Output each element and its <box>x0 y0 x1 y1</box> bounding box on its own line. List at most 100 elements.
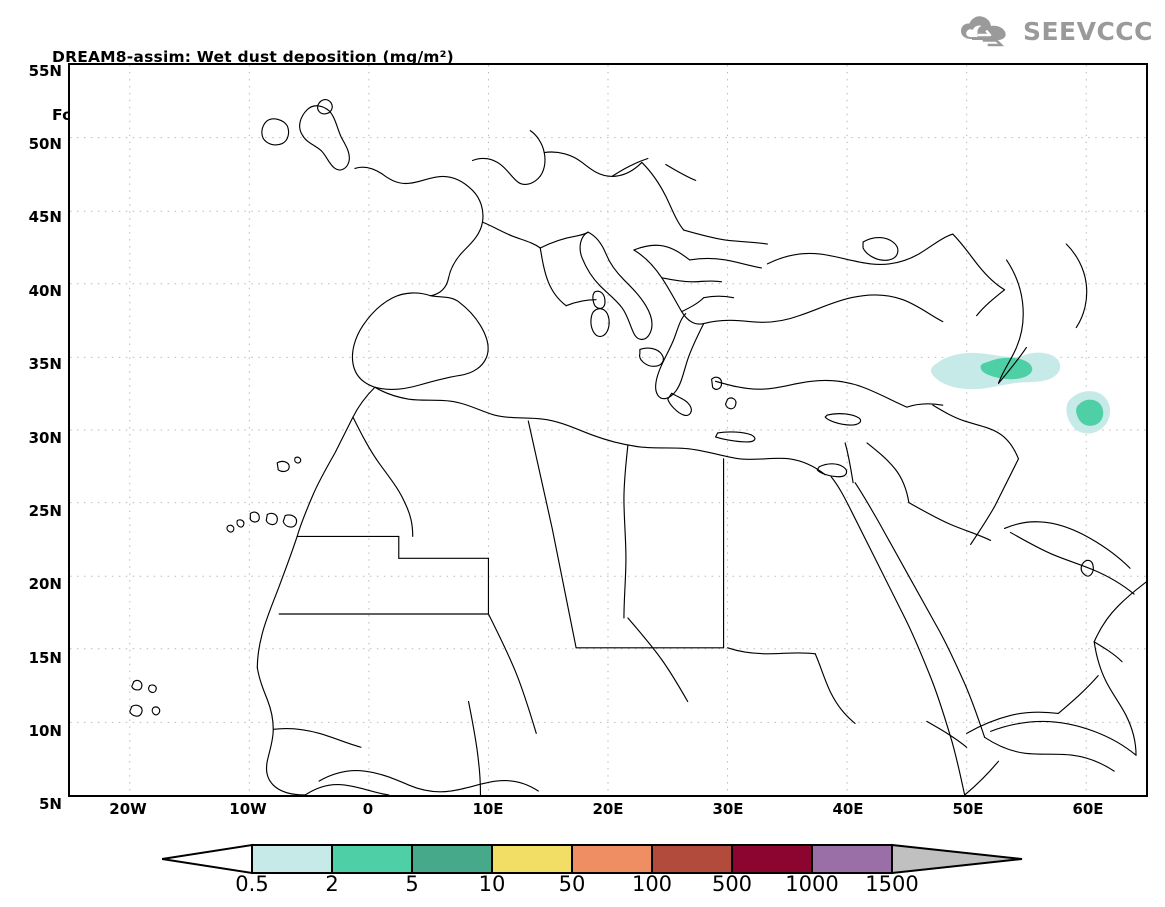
coast-english-channel-france <box>354 166 484 297</box>
border-russia-north <box>611 157 649 177</box>
coast-morocco-atlantic <box>256 386 376 669</box>
colorbar-swatch-6 <box>731 844 813 874</box>
colorbar-swatch-3 <box>491 844 573 874</box>
border-ukraine <box>683 229 768 245</box>
colorbar-tick-1: 2 <box>325 872 339 896</box>
colorbar-tick-6: 500 <box>711 872 753 896</box>
colorbar-swatch-7 <box>811 844 893 874</box>
coast-north-africa <box>374 386 826 476</box>
border-caucasus-2 <box>976 289 1006 317</box>
coast-red-sea-west <box>830 476 966 795</box>
x-tick-20E: 20E <box>592 800 624 818</box>
island-madeira-1 <box>276 460 290 473</box>
border-algeria-east <box>527 420 577 649</box>
colorbar-swatch-4 <box>571 844 653 874</box>
x-tick-20W: 20W <box>109 800 147 818</box>
border-israel-lebanon <box>844 442 854 484</box>
logo-text: SEEVCCC <box>1022 16 1153 46</box>
forecast-map[interactable] <box>68 63 1148 797</box>
border-balkans-1 <box>633 244 691 261</box>
border-morocco-algeria <box>352 416 414 537</box>
coast-nile-delta <box>816 463 848 478</box>
border-europe-2 <box>539 231 589 249</box>
coast-caspian-west <box>997 259 1024 384</box>
x-tick-50E: 50E <box>952 800 984 818</box>
coast-great-britain <box>299 105 350 171</box>
island-madeira-2 <box>294 456 302 464</box>
coast-greece <box>655 313 705 400</box>
island-canary-1 <box>249 511 260 523</box>
border-iran-turkey <box>997 346 1028 384</box>
map-canvas <box>70 65 1146 795</box>
y-tick-45N: 45N <box>28 208 62 226</box>
colorbar-swatch-5 <box>651 844 733 874</box>
coast-persian-gulf-north <box>1003 521 1131 569</box>
cloud-wind-icon <box>960 16 1006 47</box>
colorbar-tick-3: 10 <box>478 872 506 896</box>
y-tick-50N: 50N <box>28 135 62 153</box>
map-gridlines <box>70 65 1146 795</box>
colorbar-tick-0: 0.5 <box>235 872 269 896</box>
border-syria-jordan <box>866 442 910 504</box>
x-tick-0: 0 <box>362 800 374 818</box>
colorbar-swatch-0 <box>251 844 333 874</box>
border-iraq-saudi <box>970 458 1020 545</box>
border-turkey-syria <box>906 403 944 408</box>
colorbar-swatches <box>162 843 1023 875</box>
border-belarus <box>665 163 697 181</box>
coast-red-sea-east <box>854 482 986 738</box>
coast-peloponnese <box>667 392 692 417</box>
border-chad-sudan <box>627 617 689 703</box>
border-balkans-5 <box>703 295 735 299</box>
island-canary-2 <box>265 512 278 526</box>
border-sudan-ethiopia <box>814 653 856 724</box>
coast-cyprus <box>824 413 862 426</box>
y-tick-35N: 35N <box>28 355 62 373</box>
coast-turkey-north <box>703 294 944 325</box>
y-tick-20N: 20N <box>28 575 62 593</box>
colorbar-under-arrow <box>162 843 253 875</box>
x-tick-40E: 40E <box>832 800 864 818</box>
coast-caspian-east <box>1065 243 1088 329</box>
colorbar[interactable] <box>162 843 1162 875</box>
x-tick-60E: 60E <box>1072 800 1104 818</box>
border-balkans-4 <box>681 297 705 313</box>
border-iraq-syria <box>932 404 1020 460</box>
coast-adriatic-east <box>633 249 705 325</box>
coast-baltic <box>543 151 643 177</box>
border-oman-uae <box>1093 641 1123 663</box>
border-ethiopia-somalia <box>926 720 968 748</box>
colorbar-tick-8: 1500 <box>865 872 919 896</box>
border-niger-chad <box>487 613 537 734</box>
x-tick-10E: 10E <box>472 800 504 818</box>
coast-aegean-islands-2 <box>724 397 737 410</box>
colorbar-tick-2: 5 <box>405 872 419 896</box>
colorbar-swatch-2 <box>411 844 493 874</box>
colorbar-tick-5: 100 <box>631 872 673 896</box>
border-poland-east <box>641 161 685 231</box>
map-coastlines <box>129 99 1146 795</box>
coast-sicily <box>639 347 664 367</box>
border-balkans-3 <box>661 277 723 283</box>
y-tick-55N: 55N <box>28 62 62 80</box>
island-canary-5 <box>226 524 235 533</box>
border-caucasus-1 <box>952 233 1006 291</box>
seevccc-logo: SEEVCCC <box>960 14 1153 48</box>
y-tick-30N: 30N <box>28 429 62 447</box>
coast-arabia-south <box>990 720 1137 756</box>
island-capeverde-4 <box>151 706 161 716</box>
page-title: DREAM8-assim: Wet dust deposition (mg/m²… <box>52 48 454 66</box>
plume-north-syria-turkey-band2 <box>980 357 1033 380</box>
y-tick-10N: 10N <box>28 722 62 740</box>
colorbar-over-arrow <box>891 843 1023 875</box>
coast-gulf-aden <box>984 736 1115 772</box>
plume-northern-iraq-band2 <box>1076 399 1104 426</box>
coast-crete <box>715 431 756 443</box>
border-mali-guinea <box>272 728 362 748</box>
border-europe-4 <box>565 299 597 307</box>
coast-west-africa <box>256 667 306 795</box>
y-tick-15N: 15N <box>28 649 62 667</box>
colorbar-swatch-1 <box>331 844 413 874</box>
x-tick-10W: 10W <box>229 800 267 818</box>
